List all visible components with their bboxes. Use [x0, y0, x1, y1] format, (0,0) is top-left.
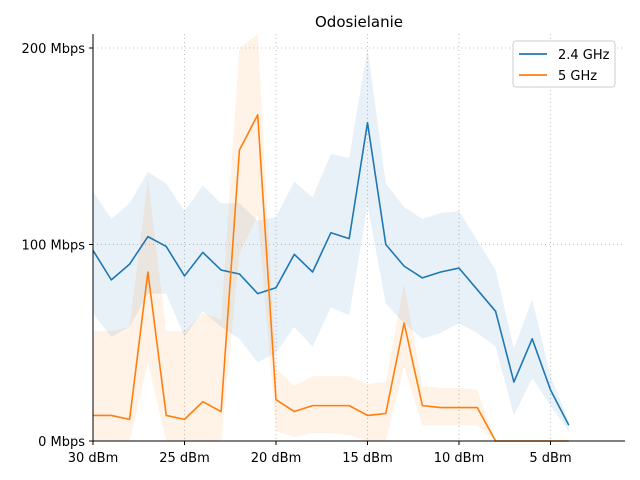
x-ticks: 30 dBm 25 dBm 20 dBm 15 dBm 10 dBm 5 dBm [68, 441, 572, 466]
y-tick-label: 100 Mbps [22, 239, 86, 254]
axes [92, 34, 625, 442]
legend: 2.4 GHz 5 GHz [512, 40, 616, 88]
series-lines [92, 114, 570, 442]
y-ticks: 0 Mbps 100 Mbps 200 Mbps [22, 42, 93, 450]
legend-label-1: 5 GHz [558, 69, 597, 84]
chart-title: Odosielanie [315, 13, 403, 31]
x-tick-label: 30 dBm [68, 451, 119, 466]
confidence-bands [93, 34, 569, 442]
x-tick-label: 20 dBm [251, 451, 302, 466]
series-line-0 [92, 121, 570, 426]
confidence-band-0 [93, 48, 569, 432]
legend-label-0: 2.4 GHz [558, 48, 610, 63]
x-tick-label: 10 dBm [434, 451, 485, 466]
x-tick-label: 15 dBm [342, 451, 393, 466]
y-tick-label: 0 Mbps [38, 435, 85, 450]
series-line-1 [93, 114, 569, 442]
x-tick-label: 5 dBm [529, 451, 571, 466]
x-tick-label: 25 dBm [159, 451, 210, 466]
y-tick-label: 200 Mbps [22, 42, 86, 57]
confidence-band-1 [93, 34, 569, 442]
